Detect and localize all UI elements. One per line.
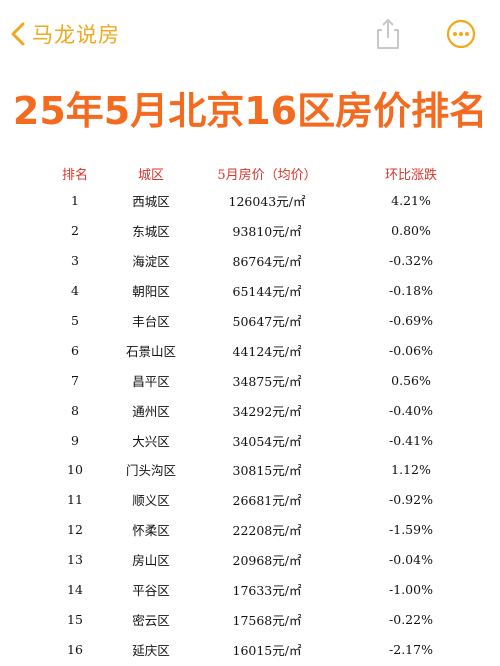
price-cell: 20968元/㎡ xyxy=(232,553,302,569)
more-icon[interactable] xyxy=(446,19,476,49)
change-cell: 1.12% xyxy=(391,462,431,478)
price-cell: 34054元/㎡ xyxy=(232,433,302,449)
district-cell: 西城区 xyxy=(132,194,170,210)
district-cell: 昌平区 xyxy=(132,373,170,389)
price-cell: 30815元/㎡ xyxy=(232,463,302,479)
district-cell: 大兴区 xyxy=(132,433,170,449)
rank-cell: 12 xyxy=(67,522,83,538)
rank-cell: 15 xyxy=(67,611,83,627)
price-cell: 26681元/㎡ xyxy=(232,493,302,509)
district-cell: 石景山区 xyxy=(125,343,176,359)
table-row: 12 怀柔区 22208元/㎡ -1.59% xyxy=(40,515,480,545)
district-cell: 房山区 xyxy=(132,553,170,569)
price-cell: 16015元/㎡ xyxy=(232,642,302,658)
table-row: 15 密云区 17568元/㎡ -0.22% xyxy=(40,604,480,634)
change-cell: -1.00% xyxy=(389,582,433,598)
price-cell: 34292元/㎡ xyxy=(232,403,302,419)
change-cell: -2.17% xyxy=(389,641,433,657)
rank-cell: 7 xyxy=(71,372,79,388)
table-row: 4 朝阳区 65144元/㎡ -0.18% xyxy=(40,276,480,306)
rank-cell: 1 xyxy=(71,193,79,209)
ranking-table: 排名 城区 5月房价（均价） 环比涨跌 1 西城区 126043元/㎡ 4.21% 2 东… xyxy=(40,160,480,664)
price-cell: 86764元/㎡ xyxy=(232,254,302,270)
rank-cell: 14 xyxy=(67,582,83,598)
rank-cell: 16 xyxy=(67,641,83,657)
chevron-left-icon xyxy=(11,22,25,46)
table-row: 1 西城区 126043元/㎡ 4.21% xyxy=(40,186,480,216)
rank-cell: 9 xyxy=(71,432,79,448)
table-row: 13 房山区 20968元/㎡ -0.04% xyxy=(40,545,480,575)
district-cell: 怀柔区 xyxy=(132,523,170,539)
district-cell: 门头沟区 xyxy=(125,463,176,479)
top-bar: 马龙说房 xyxy=(0,0,500,66)
district-cell: 丰台区 xyxy=(132,314,170,329)
rank-cell: 13 xyxy=(67,552,83,568)
table-row: 11 顺义区 26681元/㎡ -0.92% xyxy=(40,485,480,515)
column-header: 城区 xyxy=(137,167,164,183)
table-row: 2 东城区 93810元/㎡ 0.80% xyxy=(40,216,480,246)
table-row: 3 海淀区 86764元/㎡ -0.32% xyxy=(40,246,480,276)
share-icon[interactable] xyxy=(373,17,403,51)
change-cell: 4.21% xyxy=(391,193,431,209)
rank-cell: 4 xyxy=(71,283,79,299)
price-cell: 126043元/㎡ xyxy=(228,194,306,210)
price-cell: 65144元/㎡ xyxy=(232,284,302,300)
change-cell: -0.32% xyxy=(389,253,433,269)
price-cell: 50647元/㎡ xyxy=(232,314,302,329)
rank-cell: 5 xyxy=(71,313,79,328)
change-cell: -0.04% xyxy=(389,552,433,568)
table-row: 9 大兴区 34054元/㎡ -0.41% xyxy=(40,425,480,455)
change-cell: -0.92% xyxy=(389,492,433,508)
price-cell: 17633元/㎡ xyxy=(232,583,302,599)
table-row: 5 丰台区 50647元/㎡ -0.69% xyxy=(40,306,480,336)
change-cell: -0.06% xyxy=(389,342,433,358)
change-cell: -0.40% xyxy=(389,402,433,418)
district-cell: 平谷区 xyxy=(132,583,170,599)
change-cell: -0.41% xyxy=(389,432,433,448)
change-cell: 0.56% xyxy=(391,372,431,388)
district-cell: 海淀区 xyxy=(132,254,170,270)
table-header-row: 排名 城区 5月房价（均价） 环比涨跌 xyxy=(40,160,480,186)
district-cell: 延庆区 xyxy=(132,642,170,658)
district-cell: 朝阳区 xyxy=(132,284,170,300)
rank-cell: 11 xyxy=(67,492,83,508)
price-cell: 17568元/㎡ xyxy=(232,612,302,628)
page-title: 25年5月北京16区房价排名 xyxy=(12,89,488,133)
column-header: 5月房价（均价） xyxy=(217,167,317,183)
back-label: 马龙说房 xyxy=(32,23,120,47)
change-cell: -0.18% xyxy=(389,283,433,299)
table-body: 1 西城区 126043元/㎡ 4.21% 2 东城区 93810元/㎡ 0.80% 3 海淀区 8… xyxy=(40,186,480,664)
district-cell: 通州区 xyxy=(132,403,170,419)
table-row: 14 平谷区 17633元/㎡ -1.00% xyxy=(40,575,480,605)
change-cell: -1.59% xyxy=(389,522,433,538)
district-cell: 东城区 xyxy=(132,224,170,240)
price-cell: 22208元/㎡ xyxy=(232,523,302,539)
table-row: 6 石景山区 44124元/㎡ -0.06% xyxy=(40,335,480,365)
price-cell: 93810元/㎡ xyxy=(232,224,302,240)
table-row: 10 门头沟区 30815元/㎡ 1.12% xyxy=(40,455,480,485)
rank-cell: 3 xyxy=(71,253,79,269)
price-cell: 44124元/㎡ xyxy=(232,343,302,359)
table-row: 8 通州区 34292元/㎡ -0.40% xyxy=(40,395,480,425)
change-cell: 0.80% xyxy=(391,223,431,239)
table-row: 16 延庆区 16015元/㎡ -2.17% xyxy=(40,634,480,664)
price-cell: 34875元/㎡ xyxy=(232,373,302,389)
rank-cell: 8 xyxy=(71,402,79,418)
district-cell: 密云区 xyxy=(132,612,170,628)
district-cell: 顺义区 xyxy=(132,493,170,509)
rank-cell: 10 xyxy=(67,462,83,478)
column-header: 排名 xyxy=(61,167,88,183)
table-row: 7 昌平区 34875元/㎡ 0.56% xyxy=(40,365,480,395)
rank-cell: 6 xyxy=(71,342,79,358)
back-button[interactable]: 马龙说房 xyxy=(10,20,120,48)
change-cell: -0.69% xyxy=(389,313,433,328)
rank-cell: 2 xyxy=(71,223,79,239)
column-header: 环比涨跌 xyxy=(384,167,437,183)
change-cell: -0.22% xyxy=(389,611,433,627)
